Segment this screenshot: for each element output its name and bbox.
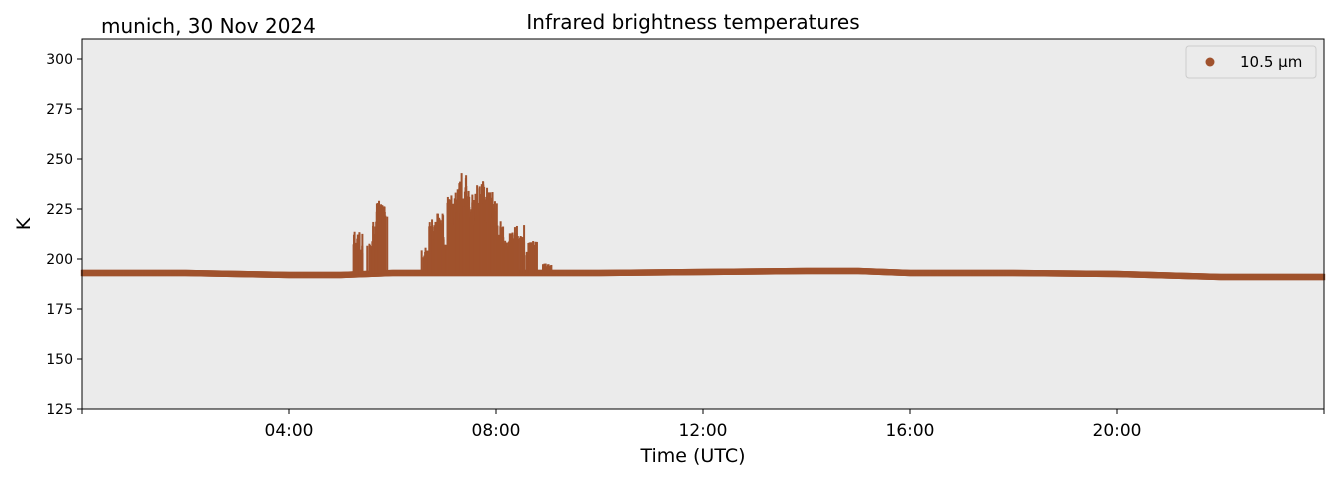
data-point [507,246,510,273]
data-point [386,216,389,274]
data-point [356,255,359,275]
data-point [534,241,537,273]
data-point [547,264,550,273]
data-point [522,249,525,273]
data-point [535,241,538,273]
legend-box [1185,45,1317,79]
data-point [517,239,520,273]
data-point [525,255,528,273]
data-point [504,240,507,273]
y-tick-label: 175 [46,302,73,318]
data-point [550,264,553,273]
data-point [519,237,522,273]
x-tick-label: 08:00 [472,421,521,441]
y-tick-label: 200 [46,252,73,268]
data-point [372,221,375,274]
data-point [420,250,423,273]
y-tick-label: 225 [46,202,73,218]
data-points [80,173,1326,281]
data-point [355,249,358,275]
data-point [532,248,535,273]
legend-label: 10.5 µm [1240,53,1302,71]
x-axis-label: Time (UTC) [639,445,745,467]
data-point [359,250,362,275]
x-tick-label: 04:00 [265,421,314,441]
data-point [494,223,497,273]
data-point [353,237,356,275]
data-point [366,245,369,274]
data-point [543,265,546,273]
data-point [499,226,502,273]
data-point [373,234,376,274]
data-point [520,236,523,273]
y-tick-label: 275 [46,102,73,118]
chart-title: Infrared brightness temperatures [526,10,859,34]
data-point [500,248,503,273]
data-point [541,264,544,273]
x-tick-label: 20:00 [1093,421,1142,441]
x-tick-label: 16:00 [886,421,935,441]
x-tick-label: 12:00 [679,421,728,441]
data-point [515,225,518,273]
data-point [361,253,364,275]
legend: 10.5 µm [1185,45,1317,79]
data-point [530,242,533,273]
location-date: munich, 30 Nov 2024 [101,14,316,38]
x-axis: 04:00 08:00 12:00 16:00 20:00 [81,409,1325,441]
plot-area [82,39,1324,409]
data-point [512,238,515,273]
data-point [382,209,385,274]
y-axis-label: K [13,217,35,230]
y-tick-label: 300 [46,52,73,68]
data-point [508,239,511,273]
data-point [375,221,378,274]
data-point [528,242,531,273]
legend-marker [1205,57,1215,67]
data-point [514,235,517,273]
data-point [502,237,505,273]
data-point [544,263,547,273]
y-tick-label: 150 [46,352,73,368]
y-tick-label: 125 [46,402,73,418]
data-point [369,245,372,274]
y-axis: 125 150 175 200 225 250 275 300 [46,52,82,418]
y-tick-label: 250 [46,152,73,168]
data-point [358,247,361,275]
data-point [378,222,381,274]
data-point [383,211,386,274]
data-point [370,246,373,274]
